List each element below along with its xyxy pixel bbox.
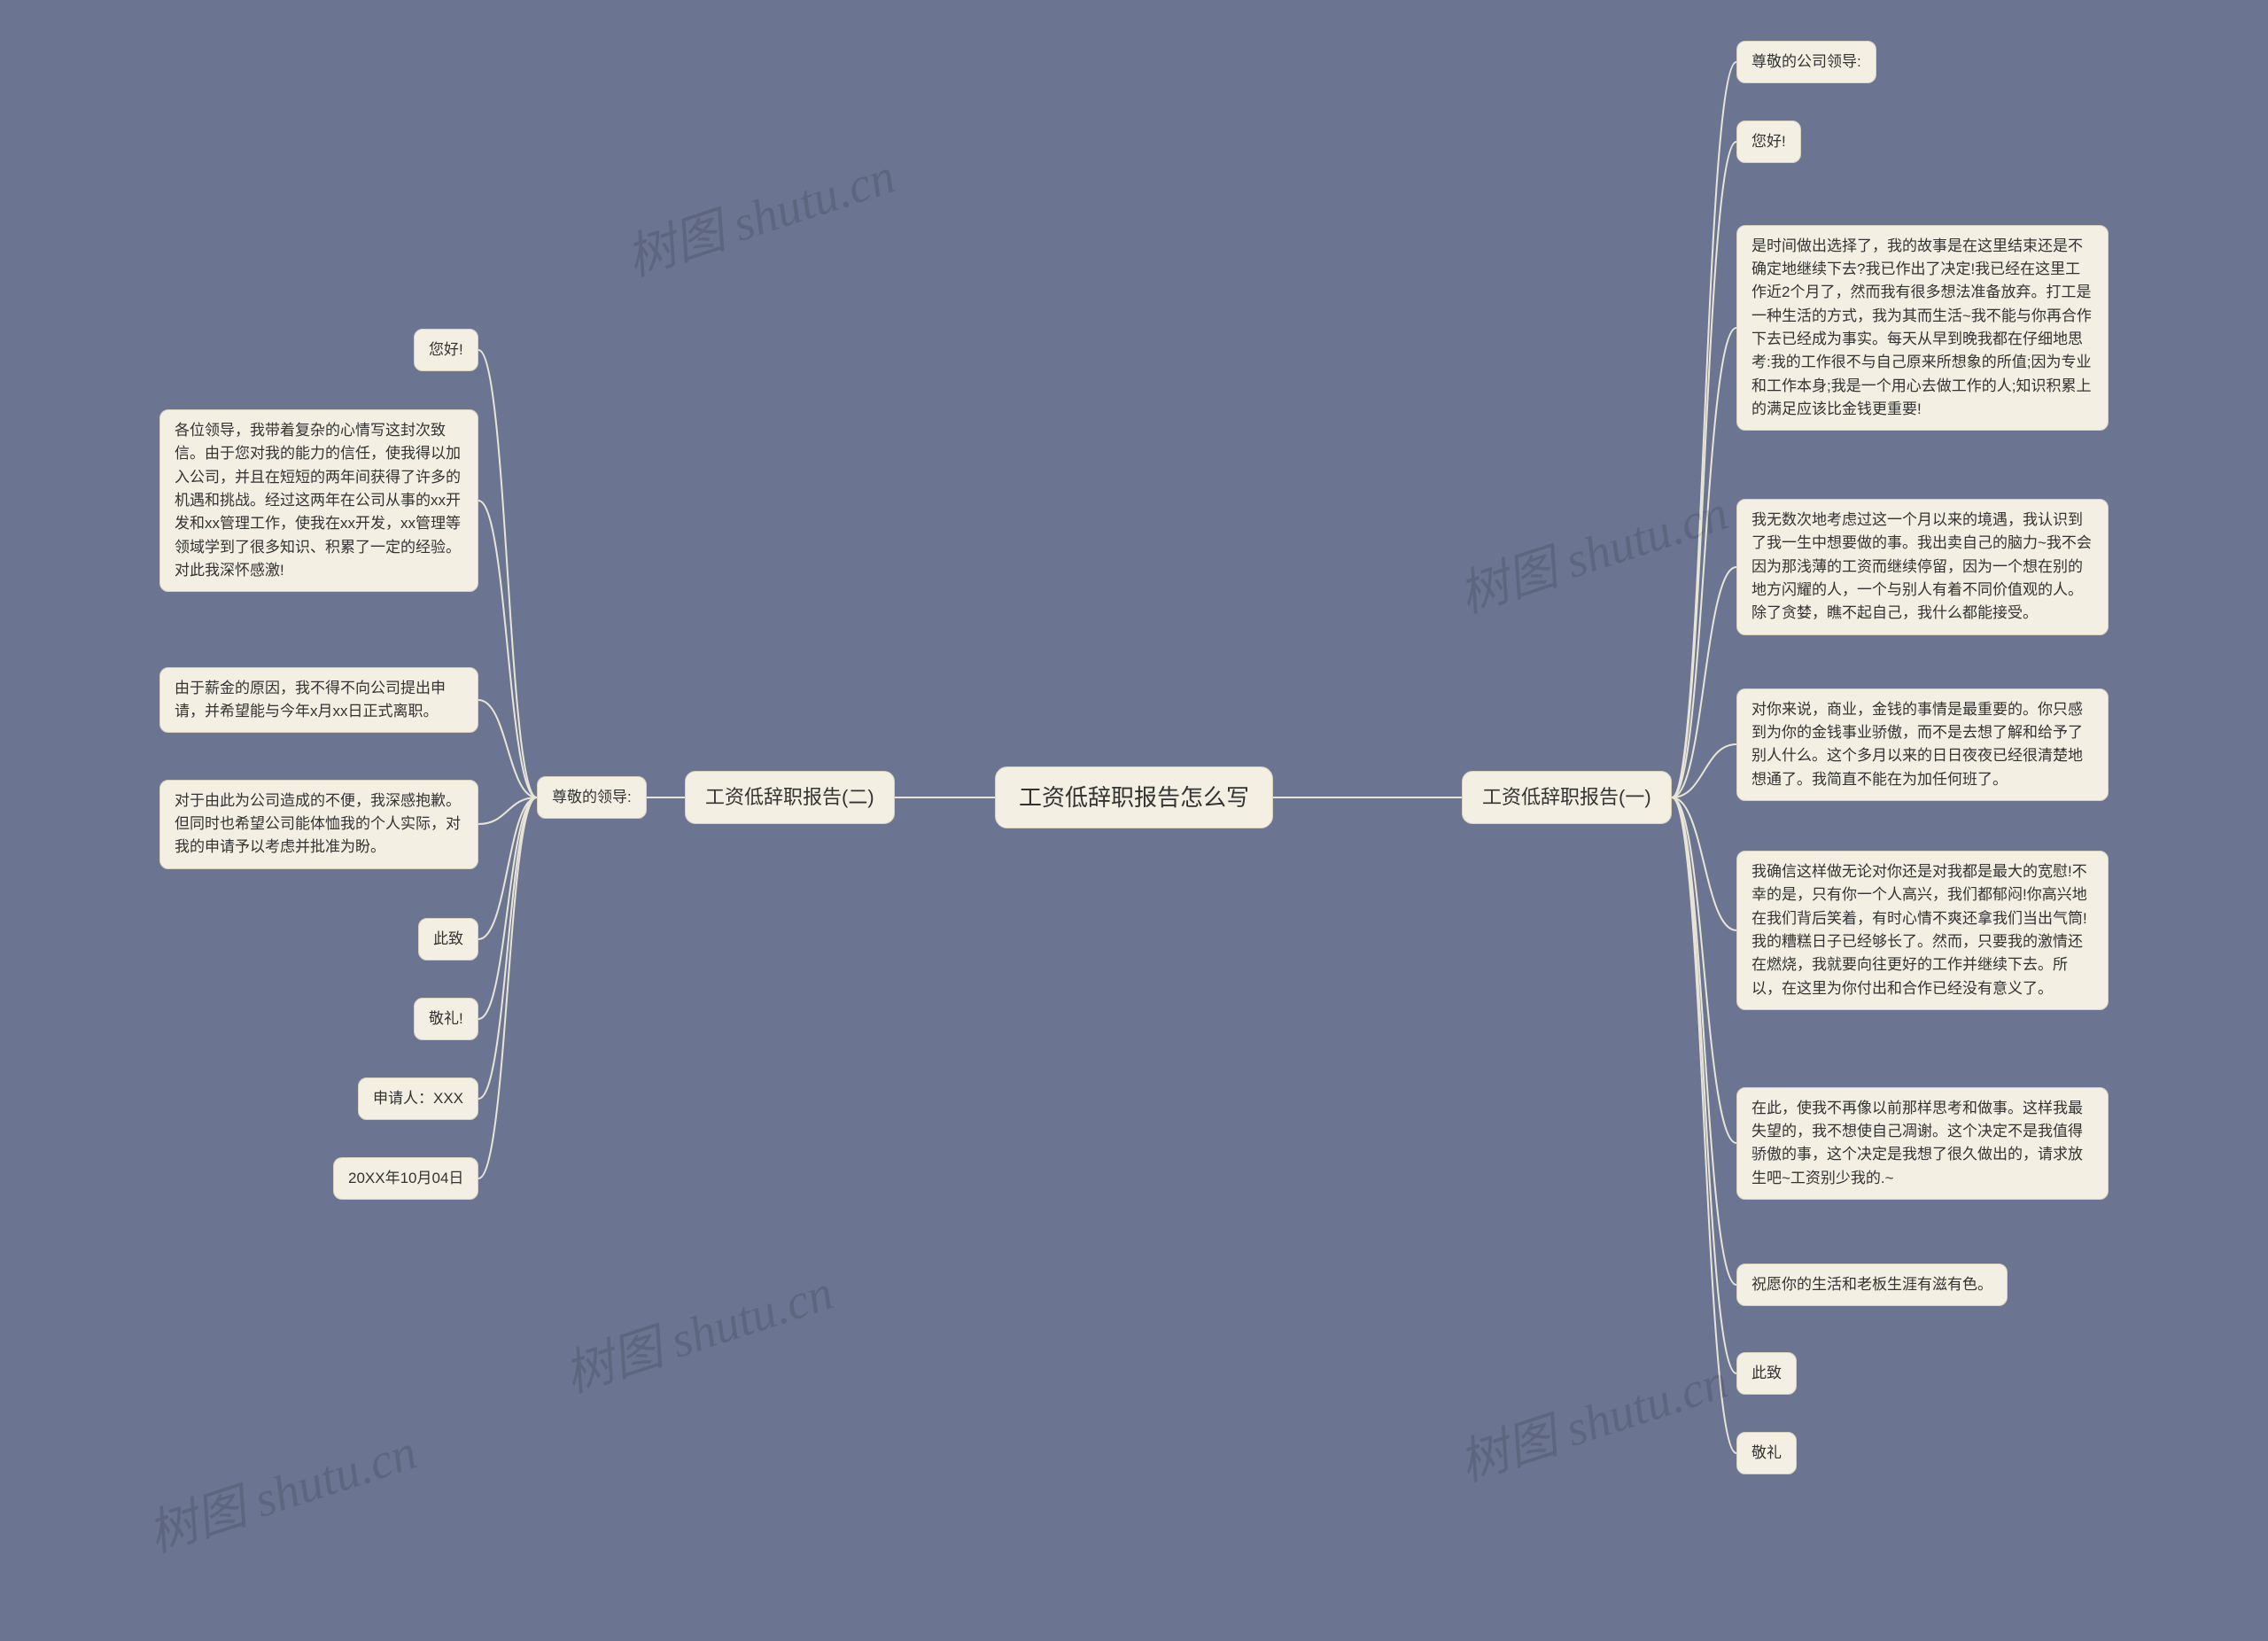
left-item[interactable]: 此致 xyxy=(418,918,478,960)
root-node[interactable]: 工资低辞职报告怎么写 xyxy=(995,766,1273,828)
left-item[interactable]: 各位领导，我带着复杂的心情写这封次致信。由于您对我的能力的信任，使我得以加入公司… xyxy=(159,409,478,592)
right-item[interactable]: 对你来说，商业，金钱的事情是最重要的。你只感到为你的金钱事业骄傲，而不是去想了解… xyxy=(1736,688,2109,801)
left-item[interactable]: 对于由此为公司造成的不便，我深感抱歉。但同时也希望公司能体恤我的个人实际，对我的… xyxy=(159,780,478,869)
left-item[interactable]: 由于薪金的原因，我不得不向公司提出申请，并希望能与今年x月xx日正式离职。 xyxy=(159,667,478,734)
left-item[interactable]: 您好! xyxy=(414,329,478,371)
watermark: 树图 shutu.cn xyxy=(1449,1341,1736,1495)
left-item[interactable]: 申请人：XXX xyxy=(358,1077,478,1120)
right-item[interactable]: 您好! xyxy=(1736,121,1801,163)
right-item[interactable]: 敬礼 xyxy=(1736,1432,1797,1474)
branch-left-title[interactable]: 工资低辞职报告(二) xyxy=(685,771,895,824)
watermark: 树图 shutu.cn xyxy=(137,1412,424,1566)
right-item[interactable]: 尊敬的公司领导: xyxy=(1736,41,1876,83)
mindmap-canvas: 树图 shutu.cn 树图 shutu.cn 树图 shutu.cn 树图 s… xyxy=(0,0,2268,1641)
left-item[interactable]: 敬礼! xyxy=(414,998,478,1040)
right-item[interactable]: 是时间做出选择了，我的故事是在这里结束还是不确定地继续下去?我已作出了决定!我已… xyxy=(1736,225,2109,432)
right-item[interactable]: 在此，使我不再像以前那样思考和做事。这样我最失望的，我不想使自己凋谢。这个决定不… xyxy=(1736,1087,2109,1200)
right-item[interactable]: 我无数次地考虑过这一个月以来的境遇，我认识到了我一生中想要做的事。我出卖自己的脑… xyxy=(1736,499,2109,635)
watermark: 树图 shutu.cn xyxy=(1449,472,1736,626)
right-item[interactable]: 我确信这样做无论对你还是对我都是最大的宽慰!不幸的是，只有你一个人高兴，我们都郁… xyxy=(1736,851,2109,1010)
branch-right-title[interactable]: 工资低辞职报告(一) xyxy=(1462,771,1672,824)
left-item[interactable]: 20XX年10月04日 xyxy=(333,1157,478,1200)
watermark: 树图 shutu.cn xyxy=(616,136,903,290)
right-item[interactable]: 祝愿你的生活和老板生涯有滋有色。 xyxy=(1736,1264,2008,1306)
watermark: 树图 shutu.cn xyxy=(554,1252,841,1406)
right-item[interactable]: 此致 xyxy=(1736,1352,1797,1395)
left-sub[interactable]: 尊敬的领导: xyxy=(537,776,647,819)
